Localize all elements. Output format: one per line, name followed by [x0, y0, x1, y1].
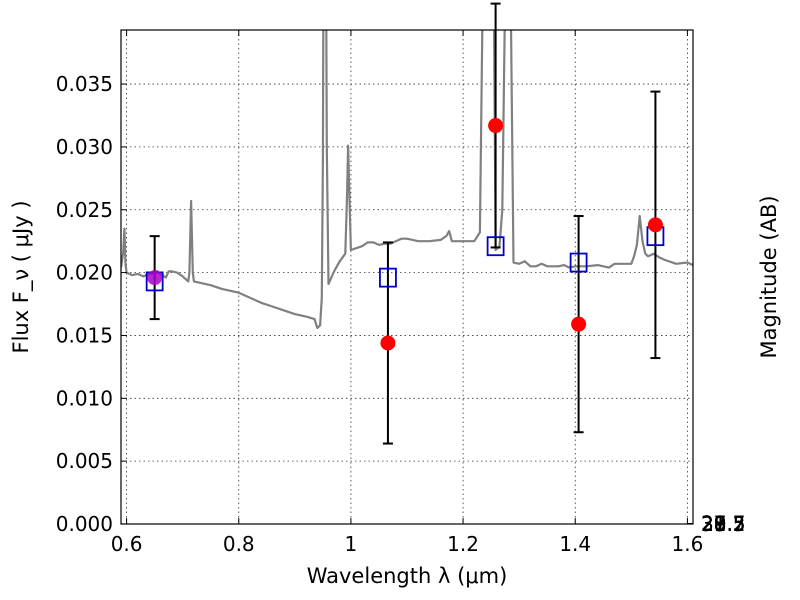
x-tick-label: 1.2: [447, 532, 479, 556]
x-tick-label: 1: [345, 532, 358, 556]
model-square: [569, 252, 588, 273]
spectrum-line: [121, 30, 693, 329]
y-tick-label: 0.000: [56, 512, 113, 536]
model-photometry: [145, 226, 665, 292]
mag-tick-label: 29.5: [701, 512, 746, 536]
y-axis-label: Flux F_ν ( μJy ): [9, 200, 34, 353]
observed-point: [571, 316, 587, 332]
x-tick-label: 1.6: [671, 532, 703, 556]
model-square: [379, 267, 397, 288]
model-spectrum: [121, 30, 693, 329]
mag-tick-label: 27.5: [701, 512, 746, 536]
mag-tick-label: 29: [701, 512, 726, 536]
x-tick-label: 0.8: [223, 532, 255, 556]
grid: [121, 30, 693, 525]
mag-tick-label: 28: [701, 512, 726, 536]
plot-frame: [120, 29, 694, 525]
x-tick-label: 1.4: [559, 532, 591, 556]
axis-ticks: 0.6 0.8 1 1.2 1.4 1.6 0.000 0.005 0.010 0.015 0.02…: [56, 30, 746, 556]
y-tick-label: 0.005: [56, 449, 113, 473]
y-tick-label: 0.030: [56, 135, 113, 159]
y-tick-label: 0.020: [56, 261, 113, 285]
y-tick-label: 0.035: [56, 72, 113, 96]
mag-tick-label: 27.7: [701, 512, 746, 536]
observed-point: [647, 217, 663, 233]
model-square: [486, 236, 505, 257]
mag-tick-label: 30: [701, 512, 726, 536]
y2-axis-label: Magnitude (AB): [757, 195, 781, 358]
y-axis-label-text: Flux F_ν ( μJy ): [9, 200, 34, 353]
error-bars: [149, 2, 661, 445]
x-tick-label: 0.6: [111, 532, 143, 556]
observed-point: [488, 118, 504, 134]
observed-photometry: [147, 118, 663, 351]
y-tick-label: 0.015: [56, 323, 113, 347]
observed-point: [380, 335, 396, 351]
mag-tick-label: 28.5: [701, 512, 746, 536]
y-tick-label: 0.010: [56, 386, 113, 410]
observed-point: [147, 270, 163, 286]
x-axis-label: Wavelength λ (μm): [307, 564, 508, 588]
mag-tick-label: 28.2: [701, 512, 746, 536]
y-tick-label: 0.025: [56, 198, 113, 222]
mag-tick-label: 31: [701, 512, 726, 536]
